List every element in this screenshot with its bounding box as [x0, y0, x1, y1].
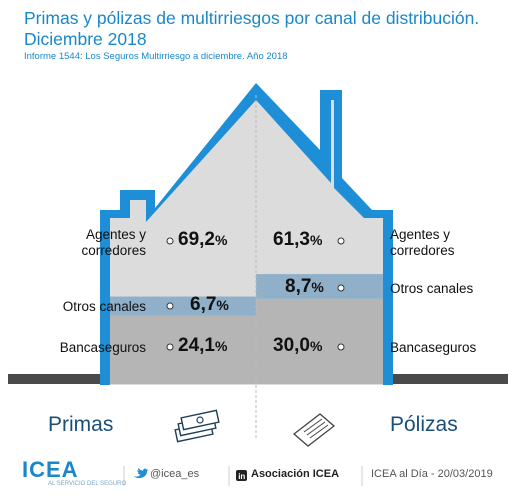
bar-banca-primas — [110, 315, 256, 384]
chimney-left — [130, 200, 146, 218]
label-agentes-left: Agentes y corredores — [81, 227, 146, 258]
label-banca-left: Bancaseguros — [59, 340, 146, 355]
value-polizas-agentes: 61,3% — [273, 229, 323, 250]
value-primas-otros: 6,7% — [190, 294, 229, 315]
label-banca-right: Bancaseguros — [390, 340, 477, 355]
chart-subtitle: Informe 1544: Los Seguros Multirriesgo a… — [24, 51, 288, 62]
leader-dot — [166, 302, 174, 310]
value-primas-banca: 24,1% — [178, 335, 228, 356]
icea-logo-tagline: AL SERVICIO DEL SEGURO — [48, 481, 127, 487]
linkedin-icon: in — [236, 470, 247, 481]
linkedin-link[interactable]: Asociación ICEA — [251, 468, 340, 480]
value-polizas-otros: 8,7% — [285, 276, 324, 297]
value-primas-agentes: 69,2% — [178, 229, 228, 250]
leader-dot — [337, 343, 345, 351]
label-otros-right: Otros canales — [390, 281, 474, 296]
footer-date: ICEA al Día - 20/03/2019 — [371, 468, 493, 480]
leader-dot — [166, 343, 174, 351]
label-agentes-right: Agentes y corredores — [390, 227, 455, 258]
money-icon — [174, 409, 220, 443]
document-icon — [292, 413, 336, 447]
category-polizas: Pólizas — [390, 413, 458, 436]
leader-dot — [166, 237, 174, 245]
bar-otros-primas — [110, 296, 256, 316]
label-otros-left: Otros canales — [62, 299, 146, 314]
leader-dot — [337, 284, 345, 292]
category-primas: Primas — [48, 413, 114, 436]
icea-logo: ICEA — [22, 457, 79, 482]
bars-polizas — [256, 274, 383, 384]
twitter-icon — [134, 468, 149, 479]
svg-text:in: in — [238, 472, 245, 481]
ground-left — [8, 374, 100, 384]
chart-title: Primas y pólizas de multirriesgos por ca… — [24, 8, 480, 49]
bar-banca-polizas — [256, 298, 383, 384]
leader-dot — [337, 237, 345, 245]
twitter-handle[interactable]: @icea_es — [150, 468, 200, 480]
ground-right — [393, 374, 508, 384]
value-polizas-banca: 30,0% — [273, 335, 323, 356]
bar-otros-polizas — [256, 274, 383, 299]
bars-primas — [110, 296, 256, 384]
